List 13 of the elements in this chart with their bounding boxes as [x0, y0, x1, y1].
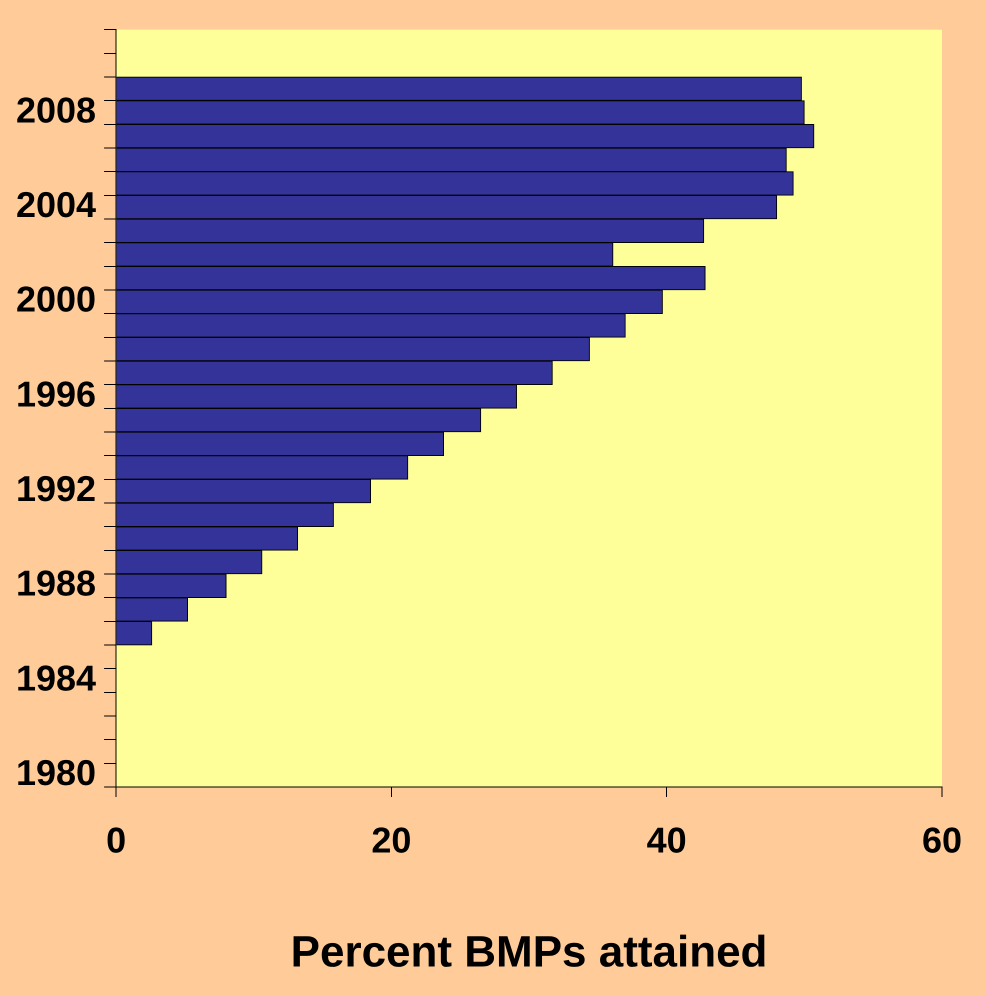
x-tick-label: 40 [646, 820, 687, 861]
y-tick-label: 1988 [16, 562, 96, 604]
x-tick-label: 0 [106, 820, 126, 861]
y-tick-label: 1984 [16, 657, 96, 698]
y-tick-label: 2000 [16, 278, 96, 320]
y-tick-label: 2004 [16, 184, 96, 226]
x-tick-label: 20 [371, 820, 412, 861]
y-tick-label: 1992 [16, 468, 96, 510]
y-tick-label: 1996 [16, 373, 96, 414]
y-tick-label: 1980 [16, 752, 96, 794]
y-tick-label: 2008 [16, 89, 96, 130]
x-tick-label: 60 [922, 820, 962, 861]
x-axis-title: Percent BMPs attained [290, 928, 768, 977]
